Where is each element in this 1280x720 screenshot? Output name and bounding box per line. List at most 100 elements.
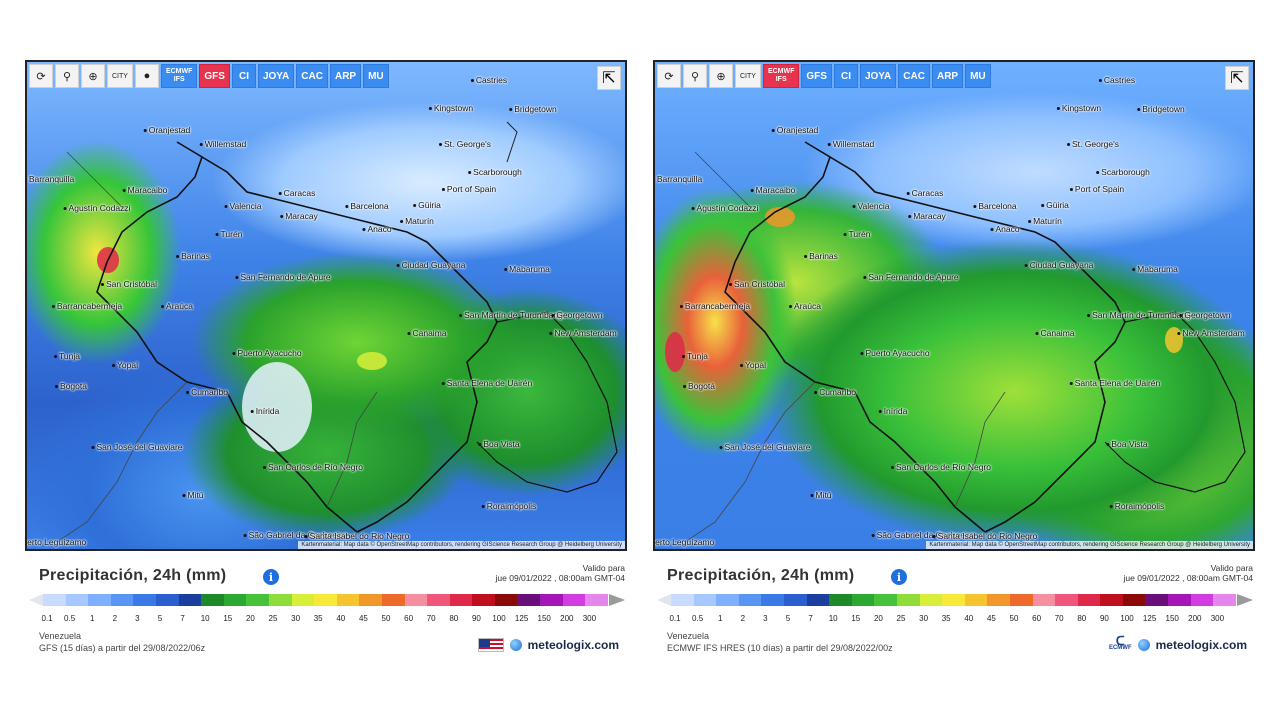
city-label: Scarborough <box>468 167 522 177</box>
legend-value: 25 <box>268 614 278 623</box>
city-label: Bogotá <box>683 381 715 391</box>
legend-value: 300 <box>1210 614 1225 623</box>
city-label: Caracas <box>278 188 315 198</box>
map-toolbar: ⟳ ⚲ ⊕ CITY ● ECMWF IFS GFS CI JOYA CAC AR… <box>29 64 389 88</box>
legend-swatch <box>1077 594 1101 606</box>
legend-value: 2 <box>740 614 746 623</box>
ecmwf-logo: ᑕ ECMWF <box>1108 634 1132 651</box>
model-button-arp[interactable]: ARP <box>931 64 964 88</box>
precipitation-map[interactable]: ⟳ ⚲ ⊕ CITY ECMWF IFS GFS CI JOYA CAC ARP … <box>653 60 1255 551</box>
legend-swatch <box>874 594 897 606</box>
legend-swatch <box>1009 594 1033 606</box>
legend-value: 300 <box>582 614 597 623</box>
legend-value: 10 <box>828 614 838 623</box>
city-label: Agustín Codazzi <box>691 203 758 213</box>
legend-swatch <box>716 594 739 606</box>
black-dot-icon[interactable]: ● <box>134 64 159 88</box>
legend-value: 0.1 <box>41 614 53 623</box>
model-button-ci[interactable]: CI <box>231 64 256 88</box>
map-info: Precipitación, 24h (mm) i Valido para ju… <box>667 563 1253 591</box>
model-button-cac[interactable]: CAC <box>296 64 328 88</box>
legend-swatch <box>201 594 224 606</box>
location-pin-icon[interactable]: ⚲ <box>55 64 79 88</box>
map-title: Precipitación, 24h (mm) <box>39 567 227 584</box>
share-icon[interactable]: ⇱ <box>597 66 621 90</box>
city-toggle-button[interactable]: CITY <box>735 64 761 88</box>
legend-value: 125 <box>1142 614 1157 623</box>
model-button-gfs[interactable]: GFS <box>199 64 230 88</box>
legend-swatch <box>896 594 920 606</box>
city-label: Canaima <box>407 328 447 338</box>
legend-value: 125 <box>514 614 529 623</box>
legend-color-bar <box>671 594 1236 606</box>
city-label: Maturín <box>1028 216 1062 226</box>
model-button-ecmwf[interactable]: ECMWF IFS <box>160 64 198 88</box>
city-label: Port of Spain <box>1069 184 1124 194</box>
legend-swatch <box>693 594 717 606</box>
model-button-cac[interactable]: CAC <box>898 64 930 88</box>
legend-value: 200 <box>560 614 574 623</box>
legend-swatch <box>133 594 156 606</box>
city-label: São Gabriel da Cachoeira <box>243 530 346 540</box>
city-label: New Amsterdam <box>549 328 617 338</box>
brand-logo[interactable]: meteologix.com <box>1155 638 1247 652</box>
legend-swatch <box>1100 594 1123 606</box>
city-label: Barinas <box>176 251 210 261</box>
legend-value: 150 <box>537 614 551 623</box>
info-icon[interactable]: i <box>263 569 279 585</box>
legend-value: 80 <box>449 614 459 623</box>
info-icon[interactable]: i <box>891 569 907 585</box>
city-label: San José del Guaviare <box>91 442 183 452</box>
region-label: Venezuela <box>667 631 710 641</box>
city-label: San Carlos de Río Negro <box>263 462 363 472</box>
city-label: Georgetown <box>551 310 603 320</box>
map-footer: Venezuela ECMWF IFS HRES (10 días) a par… <box>667 630 893 654</box>
zoom-icon[interactable]: ⊕ <box>709 64 733 88</box>
city-label: Kingstown <box>428 103 473 113</box>
legend-value: 40 <box>336 614 346 623</box>
legend-value: 200 <box>1188 614 1202 623</box>
model-button-arp[interactable]: ARP <box>329 64 362 88</box>
legend-swatch <box>1032 594 1056 606</box>
city-label: Barrancabermeja <box>679 301 750 311</box>
refresh-icon[interactable]: ⟳ <box>29 64 53 88</box>
legend-value: 30 <box>291 614 301 623</box>
legend-value: 50 <box>381 614 391 623</box>
brand-logo[interactable]: meteologix.com <box>527 638 619 652</box>
map-info: Precipitación, 24h (mm) i Valido para ju… <box>39 563 625 591</box>
legend-value: 80 <box>1077 614 1087 623</box>
legend-swatch <box>942 594 965 606</box>
city-label: Bogotá <box>55 381 87 391</box>
legend-left-arrow <box>29 594 43 606</box>
city-label: Maracaibo <box>750 185 795 195</box>
model-run-label: ECMWF IFS HRES (10 días) a partir del 29… <box>667 643 893 653</box>
city-label: Turén <box>843 229 870 239</box>
model-button-ecmwf[interactable]: ECMWF IFS <box>762 64 800 88</box>
legend-swatch <box>671 594 694 606</box>
model-button-ci[interactable]: CI <box>833 64 858 88</box>
precipitation-field <box>27 62 625 549</box>
city-label: Boa Vista <box>1106 439 1148 449</box>
brand-area: ᑕ ECMWF meteologix.com <box>1108 634 1247 652</box>
city-label: San Cristóbal <box>100 279 157 289</box>
model-button-mu[interactable]: MU <box>965 64 991 88</box>
city-label: San Carlos de Río Negro <box>891 462 991 472</box>
city-label: Castries <box>470 75 507 85</box>
legend-swatch <box>427 594 450 606</box>
model-button-joya[interactable]: JOYA <box>257 64 295 88</box>
zoom-icon[interactable]: ⊕ <box>81 64 105 88</box>
model-button-gfs[interactable]: GFS <box>801 64 832 88</box>
city-label: Anaco <box>990 224 1020 234</box>
city-label: Puerto Ayacucho <box>860 348 930 358</box>
city-label: Ciudad Guayana <box>1024 260 1093 270</box>
legend-value: 0.5 <box>692 614 704 623</box>
precipitation-map[interactable]: ⟳ ⚲ ⊕ CITY ● ECMWF IFS GFS CI JOYA CAC AR… <box>25 60 627 551</box>
share-icon[interactable]: ⇱ <box>1225 66 1249 90</box>
valid-date: jue 09/01/2022 , 08:00am GMT-04 <box>495 573 625 583</box>
map-attribution: Kartenmaterial: Map data © OpenStreetMap… <box>298 541 625 549</box>
city-toggle-button[interactable]: CITY <box>107 64 133 88</box>
model-button-joya[interactable]: JOYA <box>859 64 897 88</box>
refresh-icon[interactable]: ⟳ <box>657 64 681 88</box>
model-button-mu[interactable]: MU <box>363 64 389 88</box>
location-pin-icon[interactable]: ⚲ <box>683 64 707 88</box>
